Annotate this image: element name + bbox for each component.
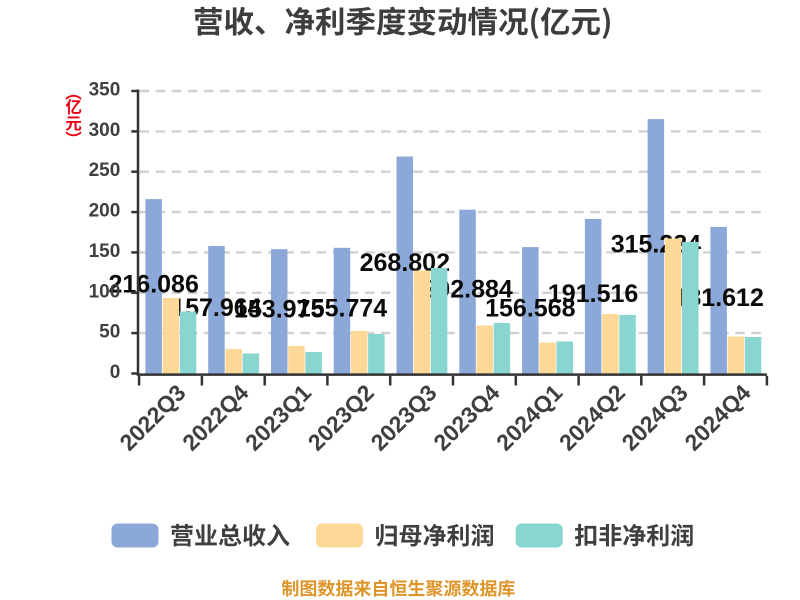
svg-text:50: 50 xyxy=(99,322,120,343)
svg-text:155.774: 155.774 xyxy=(297,295,387,323)
svg-text:191.516: 191.516 xyxy=(548,280,638,308)
svg-text:216.086: 216.086 xyxy=(109,270,199,298)
svg-text:153.975: 153.975 xyxy=(234,295,324,323)
svg-text:150: 150 xyxy=(89,241,121,262)
svg-text:250: 250 xyxy=(89,160,121,181)
svg-text:350: 350 xyxy=(89,80,121,101)
svg-text:100: 100 xyxy=(89,281,121,302)
svg-text:156.568: 156.568 xyxy=(485,294,575,322)
svg-text:0: 0 xyxy=(110,362,121,383)
svg-text:200: 200 xyxy=(89,201,121,222)
svg-text:300: 300 xyxy=(89,120,121,141)
